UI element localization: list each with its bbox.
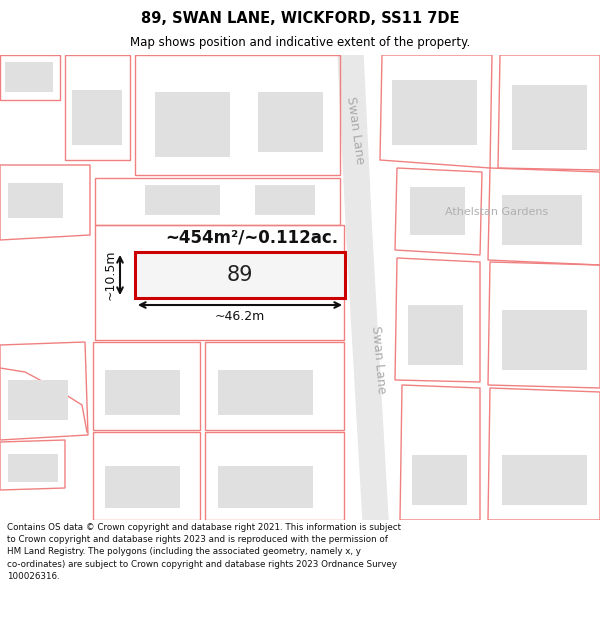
Text: 89: 89 xyxy=(227,265,253,285)
Text: Athelstan Gardens: Athelstan Gardens xyxy=(445,207,548,217)
Bar xyxy=(8,380,68,420)
Bar xyxy=(408,305,463,365)
Bar xyxy=(145,185,220,215)
Text: Swan Lane: Swan Lane xyxy=(368,326,388,394)
Bar xyxy=(412,455,467,505)
Text: ~10.5m: ~10.5m xyxy=(104,250,117,300)
Bar xyxy=(255,185,315,215)
Polygon shape xyxy=(338,55,372,240)
Bar xyxy=(502,310,587,370)
Bar xyxy=(72,90,122,145)
Bar xyxy=(502,455,587,505)
Bar xyxy=(512,85,587,150)
Text: ~46.2m: ~46.2m xyxy=(215,310,265,323)
Polygon shape xyxy=(347,240,388,520)
Bar xyxy=(135,252,345,298)
Bar xyxy=(8,183,63,218)
Bar xyxy=(218,370,313,415)
Bar xyxy=(218,466,313,508)
Text: ~454m²/~0.112ac.: ~454m²/~0.112ac. xyxy=(165,229,338,247)
Bar xyxy=(105,466,180,508)
Text: Swan Lane: Swan Lane xyxy=(344,95,366,165)
Text: 89, SWAN LANE, WICKFORD, SS11 7DE: 89, SWAN LANE, WICKFORD, SS11 7DE xyxy=(141,11,459,26)
Text: Contains OS data © Crown copyright and database right 2021. This information is : Contains OS data © Crown copyright and d… xyxy=(7,523,401,581)
Bar xyxy=(5,62,53,92)
Bar xyxy=(502,195,582,245)
Bar xyxy=(8,454,58,482)
Bar xyxy=(155,92,230,157)
Bar xyxy=(392,80,477,145)
Text: Map shows position and indicative extent of the property.: Map shows position and indicative extent… xyxy=(130,36,470,49)
Bar xyxy=(410,187,465,235)
Bar xyxy=(258,92,323,152)
Bar xyxy=(105,370,180,415)
